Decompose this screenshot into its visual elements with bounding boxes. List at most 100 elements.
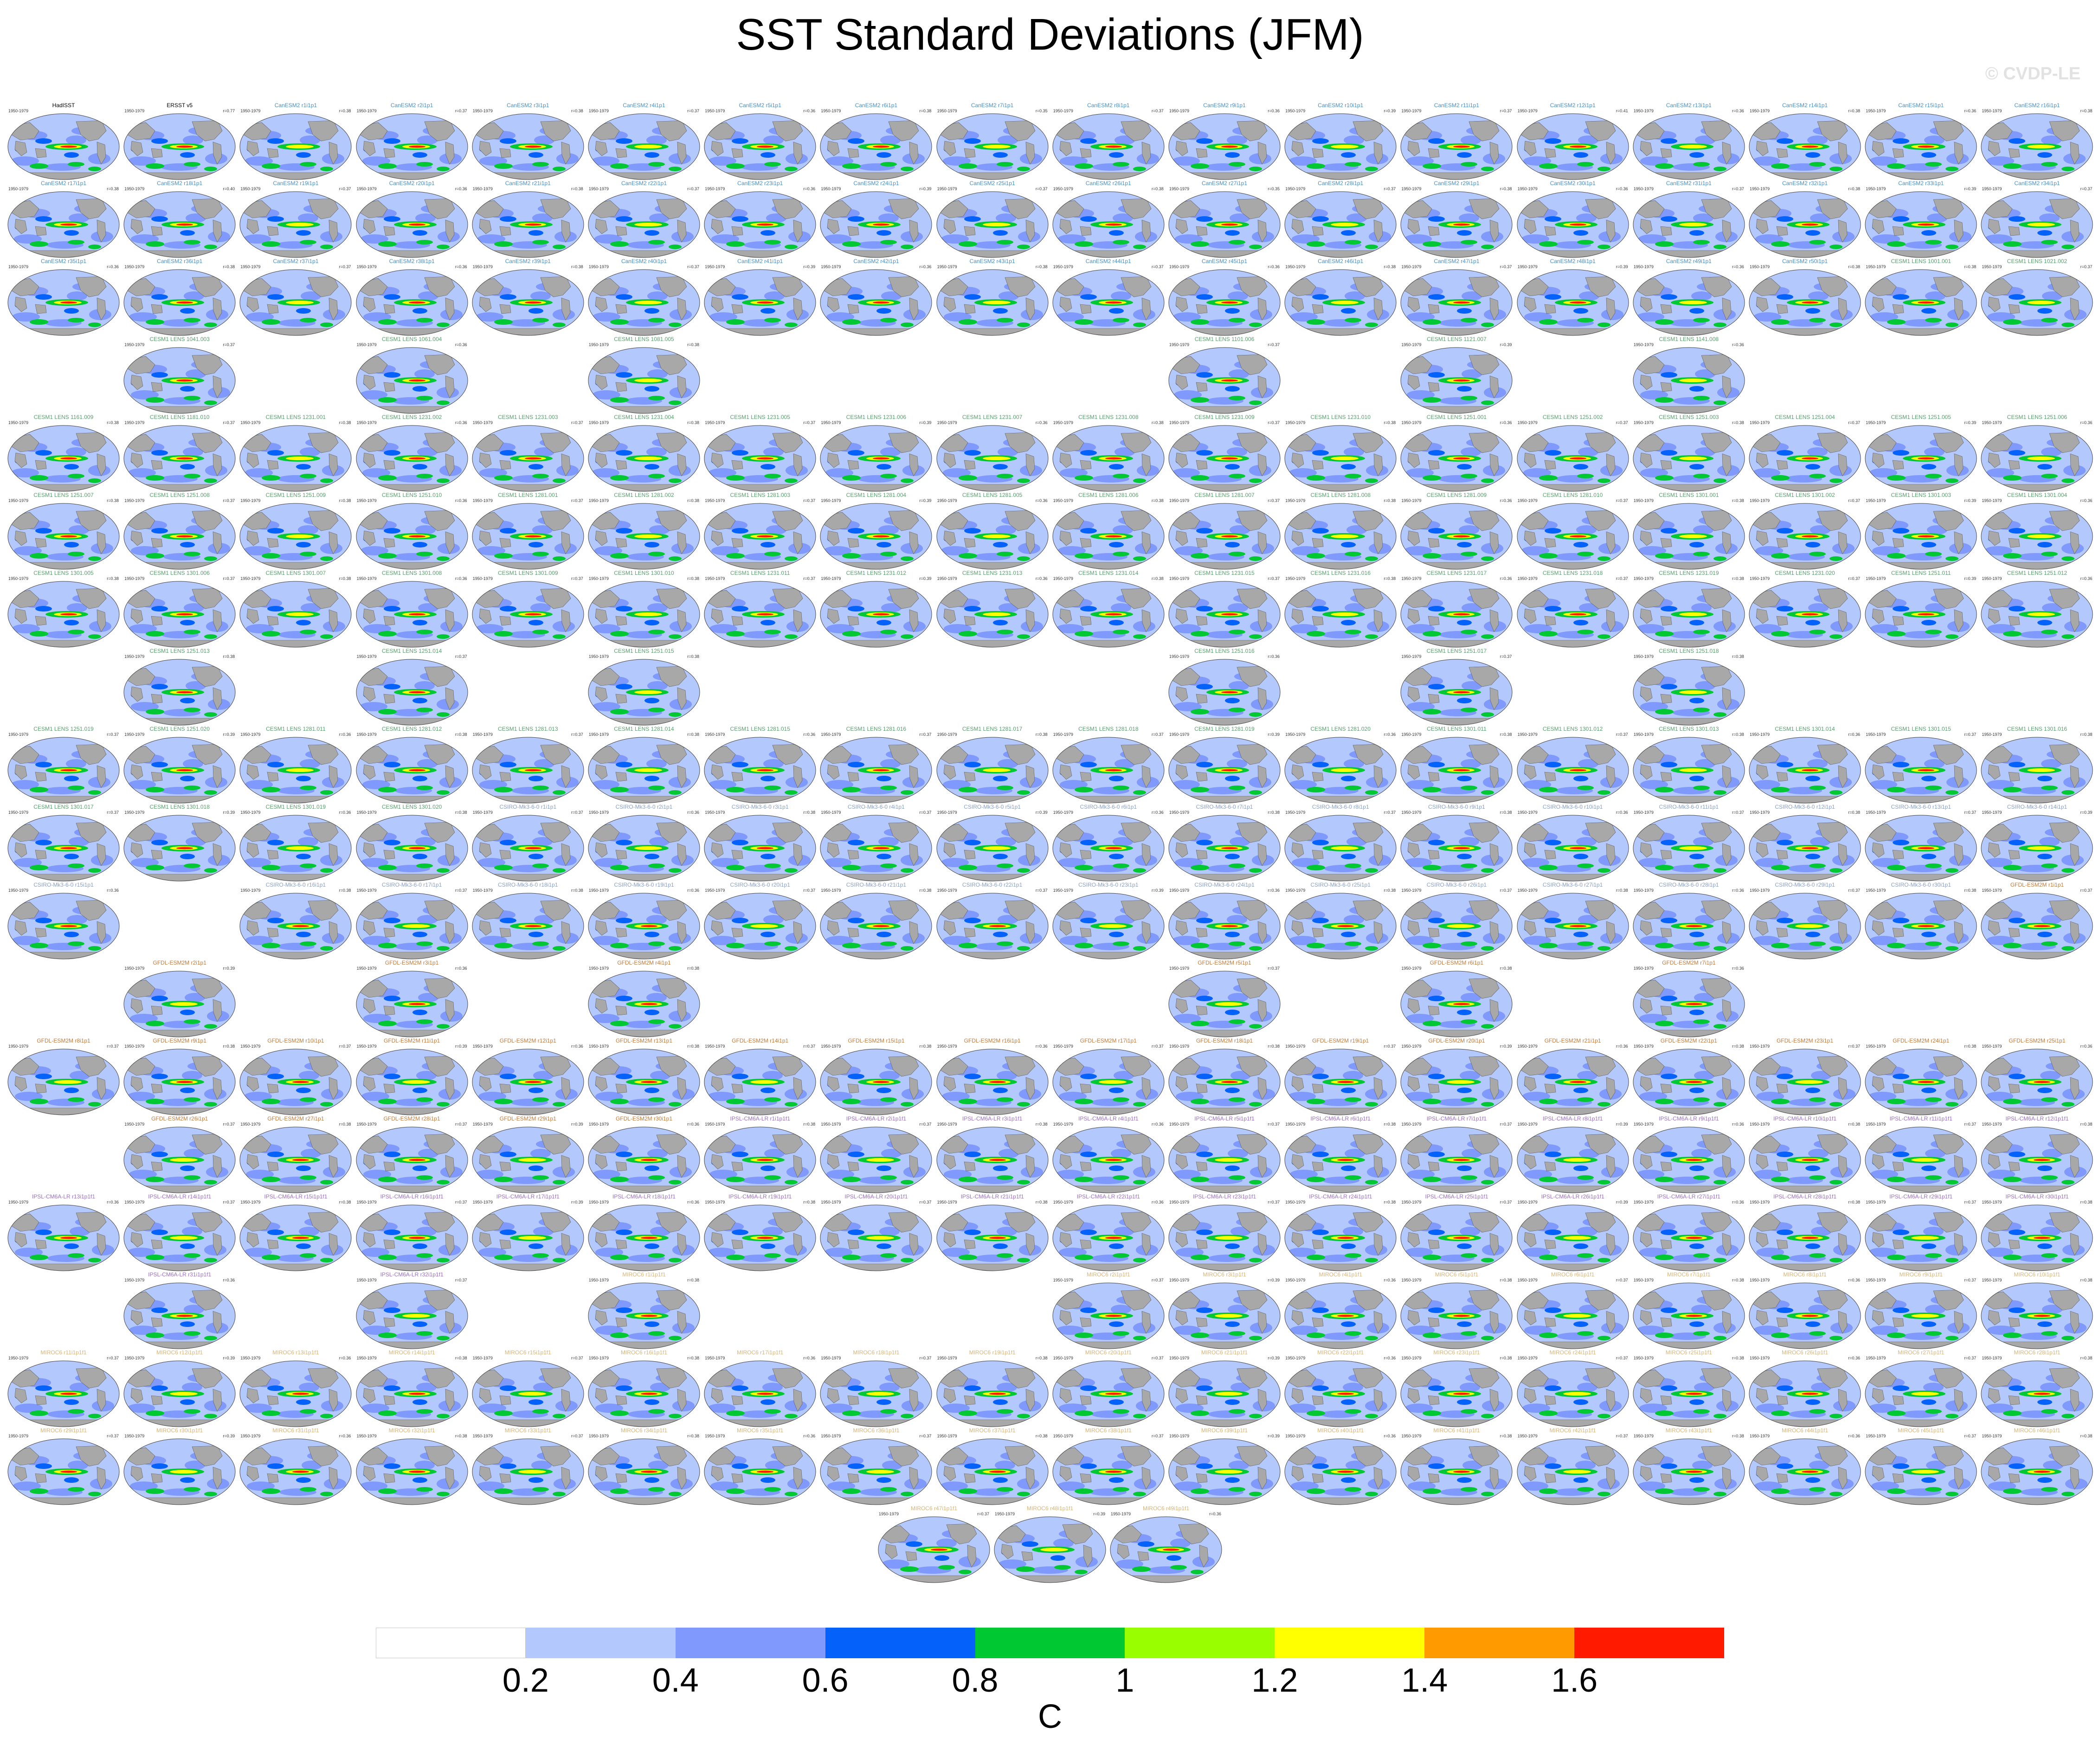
sst-band bbox=[1453, 691, 1470, 694]
sst-band bbox=[204, 790, 218, 795]
sst-band bbox=[901, 167, 914, 171]
land-mass bbox=[615, 382, 627, 392]
sst-band bbox=[2009, 528, 2026, 534]
sst-band bbox=[1341, 542, 1356, 547]
map-panel: CESM1 LENS 1231.001 1950-1979 r=0.38 bbox=[238, 414, 353, 493]
sst-band bbox=[1191, 397, 1209, 403]
map-panel: CanESM2 r11i1p1 1950-1979 r=0.37 bbox=[1399, 102, 1514, 181]
sst-band bbox=[320, 478, 334, 483]
panel-pattern-correlation: r=0.38 bbox=[1848, 109, 1860, 113]
sst-band bbox=[1017, 790, 1030, 795]
sst-band bbox=[1925, 941, 1942, 946]
land-mass bbox=[1428, 1005, 1440, 1016]
sst-band bbox=[958, 631, 977, 637]
sst-band bbox=[1573, 854, 1588, 859]
sst-band bbox=[552, 322, 566, 327]
sst-band bbox=[1539, 319, 1558, 325]
sst-band bbox=[298, 837, 319, 846]
sst-map bbox=[1749, 425, 1861, 492]
sst-band bbox=[646, 447, 667, 457]
sst-band bbox=[1986, 156, 2015, 166]
panel-years: 1950-1979 bbox=[1053, 187, 1073, 191]
sst-band bbox=[296, 932, 311, 937]
panel-title: CESM1 LENS 1231.018 bbox=[1542, 570, 1603, 576]
sst-band bbox=[1524, 312, 1552, 322]
panel-years: 1950-1979 bbox=[1401, 109, 1422, 113]
sst-band bbox=[1481, 322, 1494, 327]
sst-band bbox=[878, 837, 899, 846]
sst-band bbox=[901, 556, 914, 561]
map-panel: CESM1 LENS 1281.012 1950-1979 r=0.38 bbox=[355, 726, 469, 805]
sst-band bbox=[436, 322, 450, 327]
sst-band bbox=[296, 854, 311, 859]
panel-pattern-correlation: r=0.38 bbox=[571, 264, 583, 269]
sst-band bbox=[1341, 620, 1356, 625]
sst-band bbox=[1459, 837, 1480, 846]
sst-map bbox=[704, 893, 816, 959]
sst-band bbox=[2039, 837, 2060, 846]
panel-years: 1950-1979 bbox=[472, 264, 493, 269]
sst-band bbox=[2009, 216, 2026, 222]
sst-band bbox=[1655, 787, 1674, 792]
sst-band bbox=[499, 762, 516, 767]
sst-band bbox=[1713, 868, 1726, 873]
sst-band bbox=[1428, 918, 1445, 923]
sst-band bbox=[320, 868, 334, 873]
panel-title: CanESM2 r13i1p1 bbox=[1666, 102, 1712, 109]
panel-title: CSIRO-Mk3-6-0 r28i1p1 bbox=[1659, 882, 1719, 888]
map-panel: CESM1 LENS 1301.009 1950-1979 r=0.37 bbox=[471, 570, 585, 649]
sst-band bbox=[362, 156, 390, 166]
panel-title: GFDL-ESM2M r8i1p1 bbox=[37, 1037, 90, 1044]
land-mass bbox=[35, 927, 47, 938]
land-mass bbox=[1544, 616, 1556, 626]
sst-band bbox=[1108, 464, 1124, 470]
sst-band bbox=[1249, 946, 1262, 951]
sst-band bbox=[1777, 294, 1793, 300]
sst-band bbox=[1173, 312, 1201, 322]
panel-title: CanESM2 r43i1p1 bbox=[969, 258, 1015, 264]
map-panel: CESM1 LENS 1231.017 1950-1979 r=0.36 bbox=[1399, 570, 1514, 649]
sst-band bbox=[1887, 787, 1906, 792]
sst-map bbox=[1400, 659, 1513, 726]
panel-title: CanESM2 r25i1p1 bbox=[969, 180, 1015, 187]
land-mass bbox=[1059, 296, 1072, 312]
sst-band bbox=[669, 1024, 682, 1029]
panel-title: CESM1 LENS 1281.004 bbox=[846, 492, 907, 498]
land-mass bbox=[499, 460, 511, 470]
sst-band bbox=[873, 301, 890, 304]
sst-band bbox=[530, 291, 551, 301]
sst-map bbox=[1052, 737, 1165, 804]
sst-band bbox=[610, 163, 629, 169]
sst-band bbox=[2061, 790, 2075, 795]
sst-band bbox=[1810, 213, 1830, 223]
sst-band bbox=[378, 943, 397, 948]
sst-band bbox=[1802, 769, 1818, 772]
sst-band bbox=[1809, 240, 1826, 245]
sst-band bbox=[1428, 216, 1445, 222]
panel-title: CSIRO-Mk3-6-0 r10i1p1 bbox=[1542, 804, 1603, 810]
sst-band bbox=[1805, 152, 1820, 158]
sst-band bbox=[644, 776, 659, 781]
sst-band bbox=[1365, 478, 1379, 483]
sst-band bbox=[1196, 996, 1213, 1001]
sst-map bbox=[356, 659, 468, 726]
land-mass bbox=[1544, 148, 1556, 158]
sst-band bbox=[873, 847, 890, 850]
sst-map bbox=[356, 971, 468, 1037]
sst-band bbox=[2037, 932, 2053, 937]
land-mass bbox=[1722, 297, 1732, 321]
sst-band bbox=[1577, 240, 1594, 245]
sst-band bbox=[2003, 631, 2022, 637]
sst-band bbox=[1887, 943, 1906, 948]
sst-band bbox=[1225, 542, 1240, 547]
sst-band bbox=[1660, 606, 1677, 612]
land-mass bbox=[35, 460, 47, 470]
panel-title: CESM1 LENS 1231.009 bbox=[1194, 414, 1255, 420]
sst-band bbox=[996, 863, 1013, 868]
sst-band bbox=[1921, 932, 1937, 937]
sst-band bbox=[182, 1071, 203, 1080]
panel-title: GFDL-ESM2M r4i1p1 bbox=[617, 959, 671, 966]
sst-band bbox=[1229, 708, 1245, 712]
sst-band bbox=[964, 216, 981, 222]
sst-band bbox=[416, 1019, 433, 1024]
